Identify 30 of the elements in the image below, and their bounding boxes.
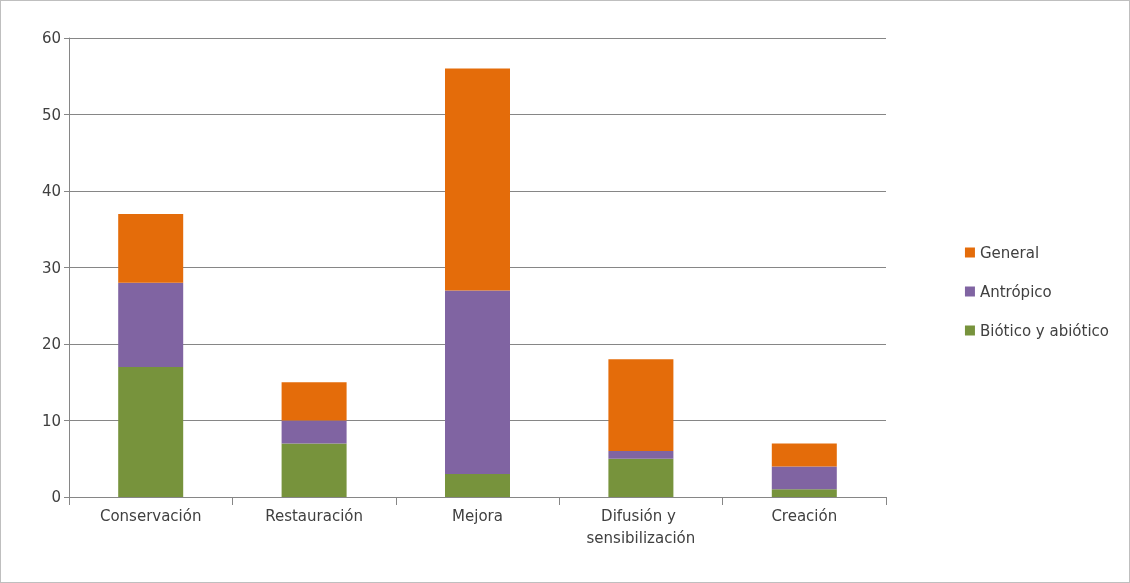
bar <box>281 443 347 497</box>
x-tick-label: Mejora <box>452 507 503 525</box>
bar <box>281 420 347 444</box>
x-tick-label: Restauración <box>265 507 364 525</box>
y-tick-label: 20 <box>41 335 61 353</box>
bar <box>118 213 184 283</box>
bar <box>608 451 674 459</box>
bar <box>445 290 510 475</box>
bar <box>608 458 674 497</box>
bar <box>445 68 510 291</box>
y-tick-label: 10 <box>41 411 61 430</box>
bar <box>771 443 837 467</box>
legend-label: Biótico y abiótico <box>979 321 1110 340</box>
bar <box>118 366 184 497</box>
bar <box>281 382 347 421</box>
y-tick-label: 50 <box>41 105 61 124</box>
legend-label: Antrópico <box>979 282 1052 301</box>
x-tick-label: Creación <box>771 507 838 525</box>
x-tick-label: Conservación <box>99 507 202 525</box>
x-tick-label: Difusión y sensibilización <box>586 507 696 547</box>
bar <box>608 359 674 452</box>
bar <box>445 474 510 497</box>
y-tick-label: 0 <box>51 488 61 506</box>
bar <box>118 282 184 367</box>
y-tick-label: 60 <box>41 29 61 47</box>
bar <box>771 489 837 497</box>
bar <box>771 466 837 490</box>
y-tick-label: 30 <box>41 258 61 277</box>
y-tick-label: 40 <box>41 182 61 200</box>
legend-label: General <box>979 243 1040 262</box>
